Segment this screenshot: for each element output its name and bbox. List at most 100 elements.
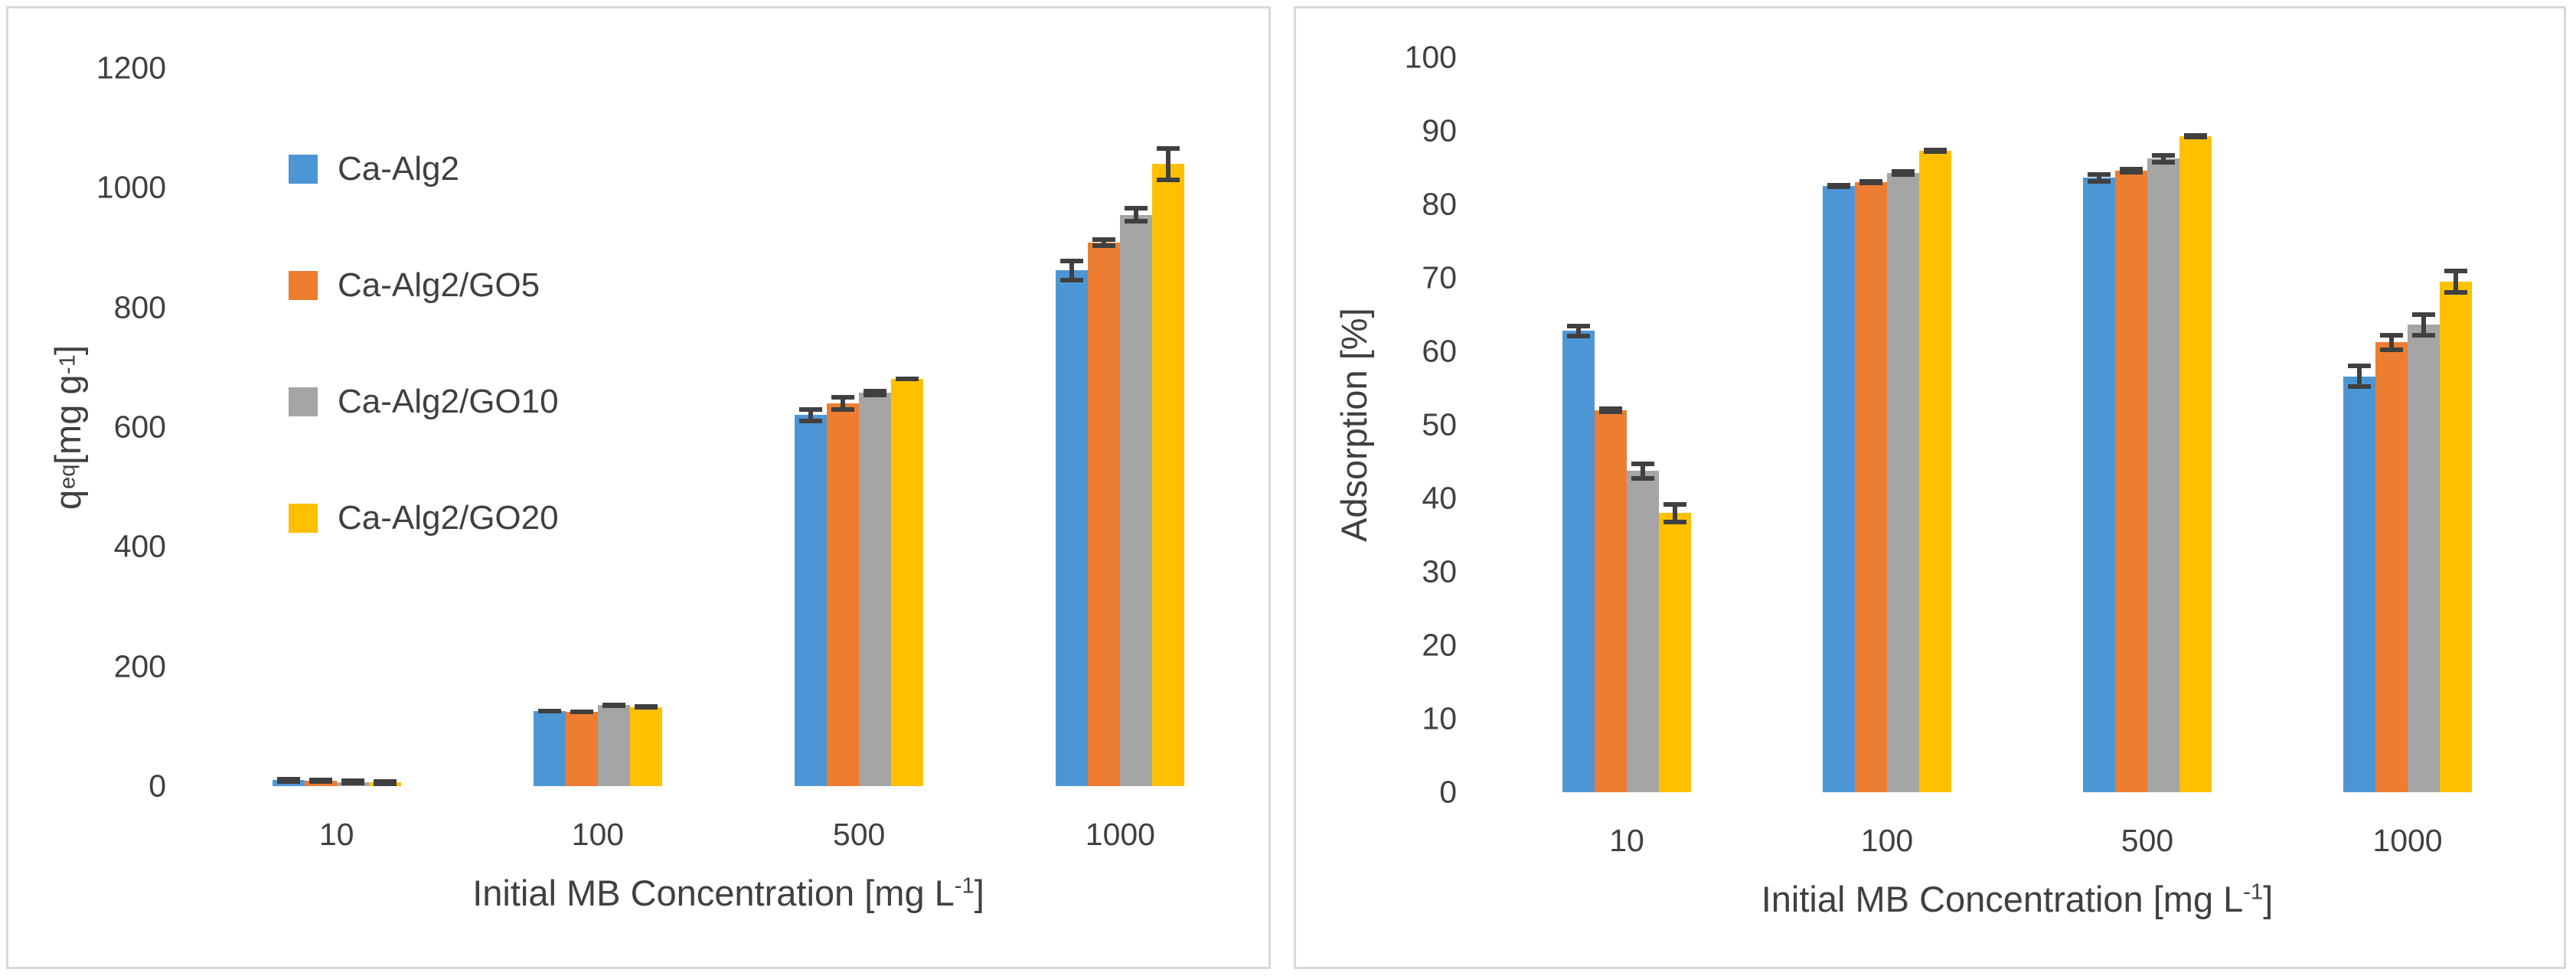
right-chart-panel: Adsorption [%] Initial MB Concentration … <box>1294 6 2566 969</box>
legend-item: Ca-Alg2/GO10 <box>289 385 559 419</box>
x-tick-label: 1000 <box>1085 817 1155 852</box>
bar-Ca-Alg2/GO10 <box>597 702 630 786</box>
bar-group-10 <box>1497 57 1757 792</box>
y-tick-label: 30 <box>1422 553 1457 589</box>
y-tick-label: 200 <box>113 648 166 684</box>
bar-Ca-Alg2 <box>272 776 305 786</box>
error-bar-cap-bot <box>373 778 397 784</box>
bar-Ca-Alg2 <box>1056 258 1089 786</box>
error-bar-cap-bot <box>634 704 658 710</box>
y-tick-label: 1000 <box>96 169 166 205</box>
bar-Ca-Alg2/GO10 <box>2408 312 2440 792</box>
x-tick-label: 100 <box>571 817 625 852</box>
error-bar-cap-bot <box>341 778 364 784</box>
error-bar <box>2088 171 2111 184</box>
y-tick-label: 20 <box>1422 627 1457 663</box>
error-bar-cap-bot <box>1859 181 1882 186</box>
bar-Ca-Alg2/GO10 <box>336 778 369 786</box>
bar-Ca-Alg2/GO10 <box>1627 462 1659 792</box>
y-tick-label: 60 <box>1422 333 1457 369</box>
error-bar-cap-bot <box>1827 184 1850 189</box>
legend-item: Ca-Alg2/GO20 <box>289 501 559 535</box>
superscript: -1 <box>954 873 975 899</box>
error-bar <box>1859 179 1882 186</box>
error-bar-cap-bot <box>276 776 300 782</box>
error-bar-whisker <box>2357 364 2362 389</box>
error-bar <box>1924 148 1947 154</box>
error-bar-cap-bot <box>537 709 561 714</box>
y-tick-label: 0 <box>1439 774 1457 810</box>
error-bar-cap-bot <box>2088 179 2111 184</box>
left-chart-panel: q eq [mg g -1] Initial MB Concentration [m… <box>6 6 1271 969</box>
bar-Ca-Alg2/GO10 <box>2147 152 2179 792</box>
bar-Ca-Alg2/GO5 <box>2375 333 2408 792</box>
error-bar <box>831 394 855 412</box>
error-bar-whisker <box>841 394 846 412</box>
error-bar <box>2380 333 2403 352</box>
error-bar-cap-bot <box>570 710 593 715</box>
y-tick-label: 1200 <box>96 50 166 86</box>
bar-Ca-Alg2/GO10 <box>1887 168 1919 792</box>
bar-Ca-Alg2/GO20 <box>629 704 662 786</box>
error-bar-cap-bot <box>1599 409 1622 414</box>
error-bar-whisker <box>1134 205 1139 224</box>
bar-Ca-Alg2 <box>2343 364 2375 792</box>
x-tick-label: 500 <box>2121 823 2174 858</box>
x-tick-label: 10 <box>318 817 354 852</box>
error-bar-cap-bot <box>831 406 855 412</box>
chart-legend: Ca-Alg2 Ca-Alg2/GO5 Ca-Alg2/GO10 Ca-Alg2/GO… <box>289 152 559 535</box>
error-bar-whisker <box>2097 171 2101 184</box>
bar-Ca-Alg2/GO20 <box>1152 145 1185 786</box>
error-bar <box>1157 145 1180 182</box>
bar-groups <box>206 68 1251 786</box>
qeq-chart-plot-area: Initial MB Concentration [mg L-1] 0 200 40… <box>96 51 1251 913</box>
error-bar-cap-bot <box>799 418 823 423</box>
error-bar <box>373 778 397 786</box>
error-bar-cap-bot <box>2444 290 2467 295</box>
x-axis-title: Initial MB Concentration [mg L-1] <box>1761 879 2274 919</box>
error-bar-cap-bot <box>2412 332 2435 338</box>
error-bar-whisker <box>2161 152 2166 165</box>
error-bar-cap-bot <box>896 376 919 381</box>
bar-Ca-Alg2 <box>1562 323 1595 792</box>
x-tick-label: 10 <box>1609 823 1644 858</box>
y-tick-label: 400 <box>113 528 166 564</box>
y-tick-label: 10 <box>1422 700 1457 736</box>
error-bar-whisker <box>2389 333 2394 352</box>
bar-Ca-Alg2/GO5 <box>565 709 598 786</box>
error-bar <box>2348 364 2371 389</box>
error-bar <box>799 407 823 423</box>
legend-item: Ca-Alg2 <box>289 152 559 186</box>
bar-Ca-Alg2/GO20 <box>2179 132 2212 792</box>
bar-Ca-Alg2/GO5 <box>2115 167 2147 792</box>
error-bar-cap-bot <box>864 392 887 397</box>
error-bar-cap-bot <box>1157 177 1180 182</box>
error-bar <box>2152 152 2175 165</box>
error-bar-cap-bot <box>309 777 332 782</box>
error-bar <box>1092 237 1116 249</box>
y-tick-label: 40 <box>1422 480 1457 516</box>
bar-Ca-Alg2/GO10 <box>859 388 892 786</box>
error-bar <box>2444 268 2467 295</box>
x-tick-label: 100 <box>1860 823 1914 858</box>
legend-swatch-icon <box>289 504 318 533</box>
error-bar <box>2412 312 2435 338</box>
error-bar <box>1567 323 1590 338</box>
x-tick-label: 500 <box>832 817 886 852</box>
x-tick-label: 1000 <box>2372 823 2443 858</box>
bar-Ca-Alg2 <box>533 709 566 786</box>
bar-group-100 <box>467 68 728 786</box>
legend-label: Ca-Alg2/GO10 <box>338 383 559 420</box>
error-bar-whisker <box>2454 268 2458 295</box>
y-tick-label: 800 <box>113 289 166 325</box>
bar-group-10 <box>206 68 467 786</box>
error-bar-cap-bot <box>1092 243 1116 249</box>
error-bar <box>1599 406 1622 414</box>
bar-Ca-Alg2/GO10 <box>1120 205 1153 786</box>
bar-Ca-Alg2/GO5 <box>304 777 337 786</box>
error-bar <box>1892 168 1915 177</box>
legend-swatch-icon <box>289 155 318 184</box>
bar-group-500 <box>729 68 990 786</box>
error-bar <box>341 778 364 785</box>
y-tick-label: 90 <box>1422 113 1457 148</box>
